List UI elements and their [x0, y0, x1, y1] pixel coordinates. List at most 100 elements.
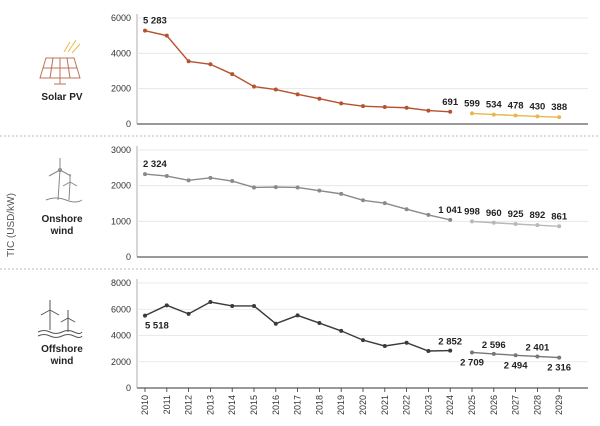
historical-data-point	[295, 313, 300, 318]
historical-data-point	[252, 303, 256, 308]
historical-data-point	[361, 104, 365, 109]
x-tick-label: 2019	[336, 395, 346, 415]
historical-data-point	[273, 321, 278, 326]
data-label: 2 709	[460, 357, 484, 368]
y-tick-label: 4000	[111, 48, 131, 58]
x-tick-label: 2028	[532, 395, 542, 415]
historical-data-point	[339, 191, 344, 196]
onshore-wind-turbine-icon	[45, 158, 83, 203]
x-tick-label: 2014	[227, 395, 237, 415]
panel-label: wind	[50, 356, 74, 367]
panel-label: Onshore	[41, 214, 83, 225]
y-tick-label: 6000	[111, 13, 131, 23]
historical-data-point	[382, 105, 387, 110]
data-label: 478	[508, 101, 524, 112]
historical-data-point	[404, 340, 409, 345]
historical-data-point	[208, 300, 213, 305]
projected-data-point	[513, 353, 518, 358]
historical-data-point	[361, 198, 365, 203]
data-label: 960	[486, 208, 502, 219]
historical-data-point	[382, 344, 387, 348]
projected-data-point	[513, 222, 518, 227]
x-tick-label: 2025	[467, 395, 477, 415]
historical-data-point	[317, 96, 322, 101]
panel-label: Offshore	[41, 344, 83, 355]
data-label: 388	[551, 102, 567, 113]
data-label: 5 518	[145, 321, 169, 332]
historical-data-point	[273, 87, 278, 92]
x-tick-label: 2018	[314, 395, 324, 415]
data-label: 2 401	[526, 342, 550, 353]
historical-data-point	[208, 175, 213, 180]
projected-data-point	[535, 223, 540, 228]
x-tick-label: 2022	[402, 395, 412, 415]
data-label: 599	[464, 98, 480, 109]
y-axis-label: TIC (USD/kW)	[6, 193, 17, 257]
x-tick-label: 2020	[358, 395, 368, 415]
y-tick-label: 0	[126, 383, 131, 393]
data-label: 2 316	[547, 363, 571, 374]
x-tick-label: 2013	[205, 395, 215, 415]
plot-area: 0 2000 4000 6000 Solar PV 5 283 691 599 534 478 43…	[41, 13, 588, 415]
data-label: 430	[529, 101, 545, 112]
x-tick-label: 2017	[293, 395, 303, 415]
projected-data-point	[470, 350, 474, 355]
projected-data-point	[491, 351, 496, 356]
panel-label: wind	[50, 226, 74, 237]
data-label: 2 852	[438, 337, 462, 348]
projected-data-point	[513, 113, 518, 118]
x-tick-label: 2012	[184, 395, 194, 415]
historical-data-point	[230, 179, 235, 184]
x-tick-label: 2027	[511, 395, 521, 415]
projected-data-point	[491, 112, 496, 117]
panel-label: Solar PV	[41, 92, 82, 103]
historical-data-point	[448, 348, 453, 353]
y-tick-label: 3000	[111, 145, 131, 155]
data-label: 892	[529, 210, 545, 221]
data-label: 2 494	[504, 360, 528, 371]
historical-data-point	[448, 109, 453, 114]
historical-data-point	[361, 338, 365, 343]
data-label: 2 596	[482, 340, 506, 351]
x-tick-label: 2015	[249, 395, 259, 415]
y-tick-label: 1000	[111, 216, 131, 226]
data-label: 2 324	[143, 159, 167, 170]
projected-data-point	[470, 219, 474, 224]
y-tick-label: 0	[126, 252, 131, 262]
historical-data-point	[382, 201, 387, 206]
historical-data-point	[448, 217, 453, 222]
historical-data-point	[426, 108, 431, 113]
x-tick-label: 2011	[162, 395, 172, 414]
y-tick-label: 4000	[111, 331, 131, 341]
historical-data-point	[426, 212, 431, 217]
data-label: 925	[508, 209, 525, 220]
data-label: 998	[464, 206, 480, 217]
x-tick-label: 2010	[140, 395, 150, 415]
historical-data-point	[230, 303, 235, 308]
historical-data-point	[404, 207, 409, 212]
historical-data-point	[186, 178, 191, 183]
historical-data-point	[252, 185, 256, 190]
historical-data-point	[404, 105, 409, 110]
historical-data-point	[143, 28, 147, 33]
solar-panel-icon	[39, 39, 81, 85]
projected-data-point	[557, 355, 562, 360]
x-tick-label: 2021	[380, 395, 390, 415]
projected-data-point	[557, 224, 562, 229]
x-tick-label: 2026	[489, 395, 499, 415]
projected-data-point	[535, 354, 540, 359]
historical-data-point	[143, 313, 147, 318]
historical-data-point	[164, 33, 169, 38]
y-tick-label: 2000	[111, 84, 131, 94]
x-tick-label: 2024	[445, 395, 455, 415]
historical-data-point	[295, 185, 300, 190]
historical-data-point	[317, 188, 322, 193]
projected-data-point	[535, 114, 540, 119]
y-tick-label: 8000	[111, 278, 131, 288]
x-tick-label: 2029	[554, 395, 564, 415]
y-tick-label: 2000	[111, 357, 131, 367]
historical-data-point	[339, 101, 344, 106]
historical-data-point	[186, 311, 191, 316]
data-label: 691	[442, 97, 459, 108]
